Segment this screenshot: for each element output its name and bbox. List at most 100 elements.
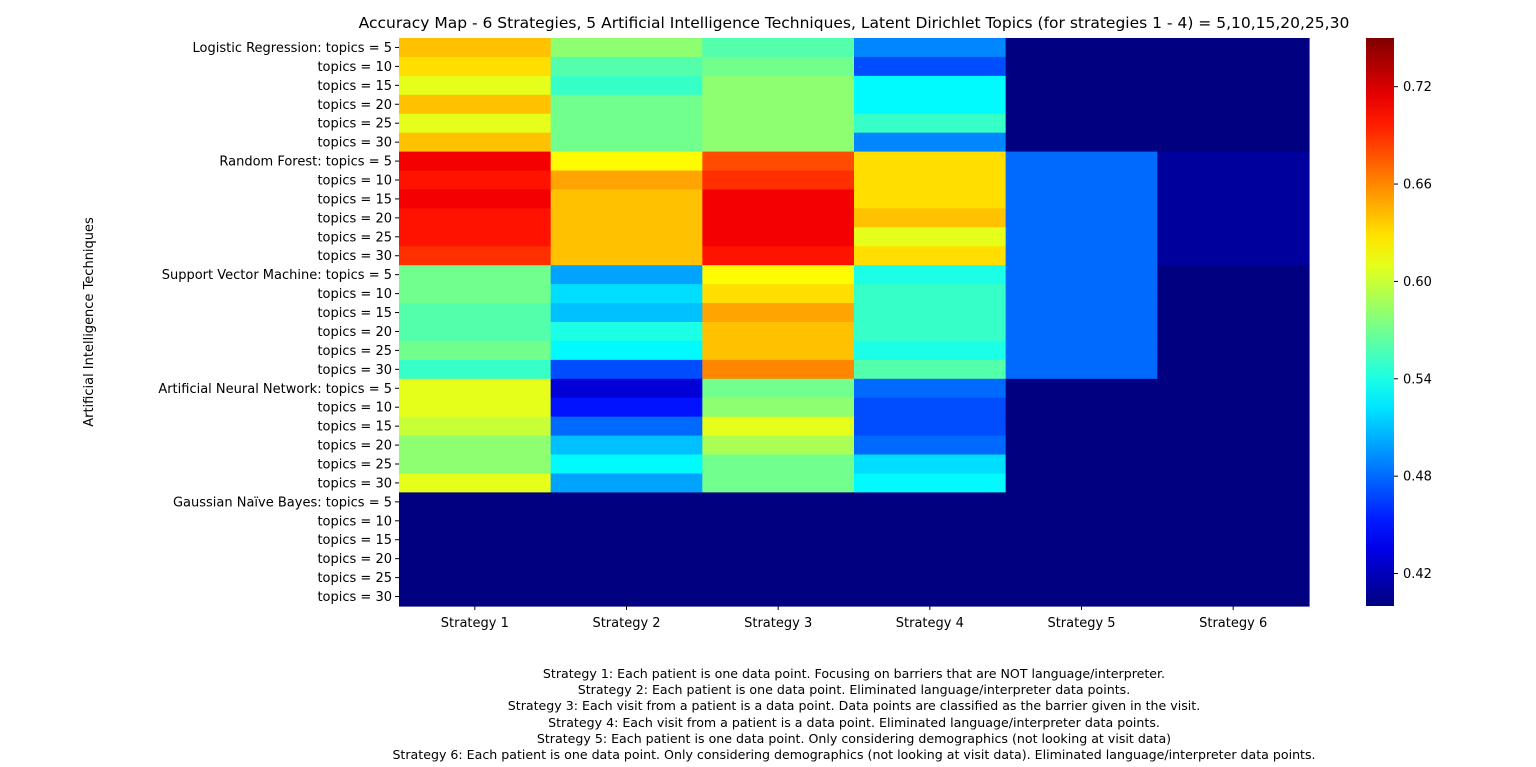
heatmap-cell	[854, 454, 1007, 475]
heatmap-cell	[550, 284, 703, 304]
heatmap-cell	[1157, 587, 1310, 607]
heatmap-cell	[1157, 322, 1310, 342]
heatmap-cell	[1005, 416, 1158, 437]
heatmap-cell	[399, 549, 552, 569]
x-tick-label: Strategy 4	[896, 616, 964, 631]
heatmap-cell	[550, 454, 703, 475]
y-tick-label: topics = 25	[317, 344, 392, 359]
heatmap-cell	[399, 397, 552, 418]
heatmap-cell	[399, 94, 552, 115]
x-tick-label: Strategy 6	[1199, 616, 1267, 631]
heatmap-cell	[399, 265, 552, 285]
heatmap-cell	[399, 132, 552, 153]
strategy-note: Strategy 4: Each visit from a patient is…	[548, 714, 1160, 730]
y-tick-label: topics = 30	[317, 249, 392, 264]
heatmap-cell	[550, 303, 703, 323]
heatmap-cell	[1157, 568, 1310, 588]
colorbar-tick-label: 0.72	[1403, 80, 1432, 95]
heatmap-cell	[854, 132, 1007, 153]
heatmap-cell	[854, 94, 1007, 115]
y-tick-label: topics = 30	[317, 136, 392, 151]
heatmap-cell	[1157, 227, 1310, 247]
heatmap-cell	[399, 454, 552, 475]
heatmap-cell	[702, 208, 855, 228]
heatmap-cell	[1157, 549, 1310, 569]
heatmap-cell	[1005, 75, 1158, 96]
y-tick-label: topics = 30	[317, 363, 392, 378]
heatmap-cell	[1005, 94, 1158, 115]
heatmap-cell	[702, 473, 855, 493]
heatmap-cell	[702, 151, 855, 172]
y-tick-label: topics = 10	[317, 174, 392, 189]
y-tick-label: topics = 10	[317, 514, 392, 529]
heatmap-cell	[1005, 549, 1158, 569]
y-tick-label: topics = 25	[317, 117, 392, 132]
heatmap-cell	[550, 38, 703, 58]
colorbar-tick-label: 0.42	[1403, 567, 1432, 582]
y-tick-label: topics = 15	[317, 420, 392, 435]
heatmap-cell	[399, 227, 552, 247]
heatmap-cell	[550, 416, 703, 437]
heatmap-cell	[702, 94, 855, 115]
heatmap-cell	[1157, 151, 1310, 172]
heatmap-cell	[1005, 284, 1158, 304]
x-tick-label: Strategy 2	[592, 616, 660, 631]
heatmap-cell	[399, 530, 552, 550]
y-tick-label: Logistic Regression: topics = 5	[193, 41, 392, 56]
heatmap-cell	[1005, 189, 1158, 209]
heatmap-cell	[702, 284, 855, 304]
y-tick-label: topics = 20	[317, 439, 392, 454]
heatmap-cell	[702, 492, 855, 512]
heatmap-cell	[1157, 435, 1310, 456]
heatmap-cell	[1157, 340, 1310, 361]
heatmap-cell	[399, 56, 552, 77]
heatmap-cell	[550, 75, 703, 96]
heatmap-cell	[854, 473, 1007, 493]
heatmap-cell	[702, 56, 855, 77]
heatmap-cell	[854, 435, 1007, 456]
heatmap-cell	[550, 132, 703, 153]
strategy-note: Strategy 2: Each patient is one data poi…	[577, 682, 1131, 698]
heatmap-cell	[854, 246, 1007, 266]
heatmap-cell	[1005, 587, 1158, 607]
heatmap-cell	[854, 151, 1007, 172]
heatmap-cell	[854, 303, 1007, 323]
heatmap-cell	[399, 284, 552, 304]
heatmap-cell	[702, 246, 855, 266]
heatmap-cell	[1005, 113, 1158, 134]
y-tick-label: topics = 30	[317, 590, 392, 605]
heatmap-cell	[399, 511, 552, 531]
heatmap-cell	[1005, 151, 1158, 172]
heatmap-cell	[854, 397, 1007, 418]
colorbar-tick-label: 0.66	[1403, 178, 1432, 193]
heatmap-cell	[702, 265, 855, 285]
heatmap-cell	[1157, 75, 1310, 96]
y-tick-label: topics = 15	[317, 533, 392, 548]
heatmap-cell	[854, 359, 1007, 380]
y-tick-label: topics = 20	[317, 98, 392, 113]
heatmap-cell	[854, 265, 1007, 285]
heatmap-cell	[550, 113, 703, 134]
heatmap-cell	[702, 170, 855, 191]
heatmap-cell	[399, 378, 552, 399]
heatmap-cell	[854, 75, 1007, 96]
strategy-note: Strategy 5: Each patient is one data poi…	[536, 730, 1172, 746]
heatmap-cell	[702, 568, 855, 588]
heatmap-cell	[399, 38, 552, 58]
heatmap-cell	[550, 246, 703, 266]
heatmap-cell	[702, 322, 855, 342]
heatmap-cell	[399, 189, 552, 209]
heatmap-cell	[702, 75, 855, 96]
y-tick-label: topics = 20	[317, 211, 392, 226]
heatmap-cell	[1157, 38, 1310, 58]
heatmap-cell	[1005, 378, 1158, 399]
heatmap-cell	[854, 56, 1007, 77]
heatmap-cell	[550, 378, 703, 399]
heatmap-cell	[702, 359, 855, 380]
heatmap-cell	[399, 151, 552, 172]
y-tick-label: topics = 30	[317, 476, 392, 491]
heatmap-cell	[854, 340, 1007, 361]
colorbar: 0.42 0.48 0.54 0.60 0.66 0.72	[1366, 38, 1432, 606]
y-tick-label: Random Forest: topics = 5	[219, 155, 392, 170]
y-axis-label: Artificial Intelligence Techniques	[82, 217, 97, 427]
